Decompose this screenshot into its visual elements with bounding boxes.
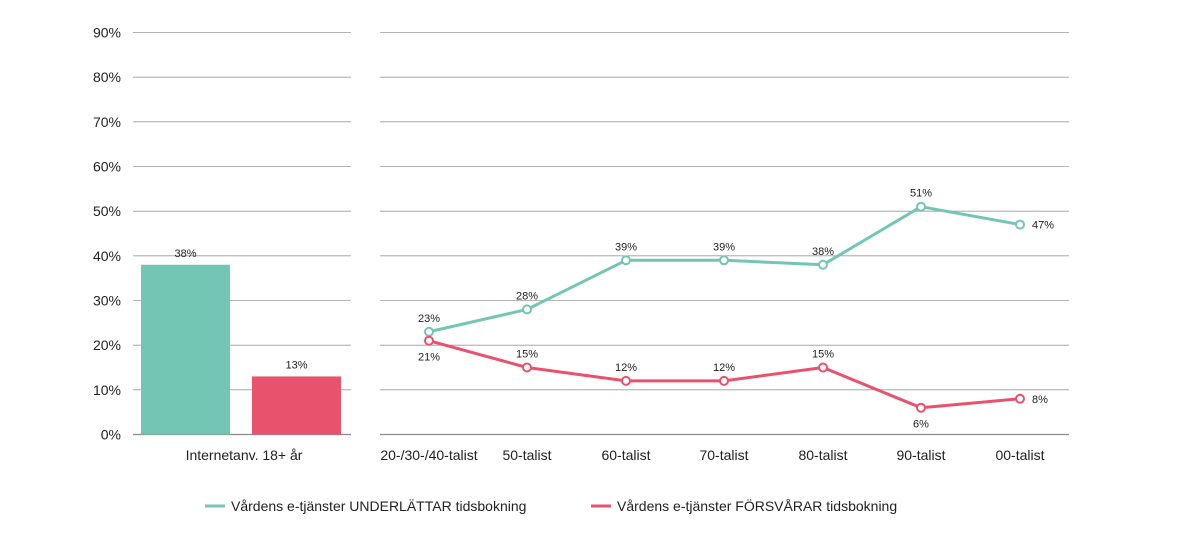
data-point — [522, 304, 532, 315]
y-axis-ticks: 0% 10% 20% 30% 40% 50% 60% 70% 80% 90% — [93, 25, 121, 443]
x-category-label: 00-talist — [995, 447, 1044, 463]
y-tick-label: 60% — [93, 159, 121, 175]
y-tick-label: 80% — [93, 69, 121, 85]
y-tick-label: 70% — [93, 114, 121, 130]
point-data-label: 38% — [812, 246, 834, 258]
data-point — [916, 201, 926, 212]
point-data-label: 51% — [910, 188, 932, 200]
point-data-label: 8% — [1032, 394, 1048, 406]
data-point — [719, 375, 729, 386]
point-data-label: 23% — [418, 313, 440, 325]
data-point — [1015, 219, 1025, 230]
data-point — [818, 259, 828, 270]
data-point — [424, 335, 434, 346]
point-data-label: 12% — [615, 362, 637, 374]
bar-data-label: 38% — [174, 248, 196, 260]
point-data-label: 15% — [516, 349, 538, 361]
data-point — [818, 362, 828, 373]
y-tick-label: 10% — [93, 382, 121, 398]
series-line — [428, 205, 1021, 334]
data-point — [424, 326, 434, 337]
bar-category-label: Internetanv. 18+ år — [186, 447, 303, 463]
point-data-label: 6% — [913, 419, 929, 431]
bar-data-label: 13% — [285, 359, 307, 371]
point-data-label: 21% — [418, 352, 440, 364]
y-tick-label: 20% — [93, 337, 121, 353]
point-data-label: 15% — [812, 349, 834, 361]
legend: Vårdens e-tjänster UNDERLÄTTAR tidsbokni… — [205, 497, 897, 514]
bar-panel: 38% 13% — [141, 248, 341, 435]
bar — [141, 264, 230, 435]
y-tick-label: 0% — [101, 427, 121, 443]
point-data-label: 28% — [516, 290, 538, 302]
line-panel: 23% 28% 39% 39% 38% 51% 47% 21% 15% 12% 12% 15% 6% 8% — [418, 188, 1054, 431]
data-point — [916, 402, 926, 413]
x-category-label: 80-talist — [798, 447, 847, 463]
y-tick-label: 40% — [93, 248, 121, 264]
legend-label: Vårdens e-tjänster FÖRSVÅRAR tidsbokning — [617, 497, 897, 514]
y-tick-label: 30% — [93, 293, 121, 309]
x-category-label: 20-/30-/40-talist — [380, 447, 477, 463]
data-point — [522, 362, 532, 373]
data-point — [719, 255, 729, 266]
gridlines — [133, 32, 1069, 436]
x-category-label: 50-talist — [502, 447, 551, 463]
point-data-label: 47% — [1032, 220, 1054, 232]
legend-label: Vårdens e-tjänster UNDERLÄTTAR tidsbokni… — [231, 498, 526, 514]
x-category-label: 70-talist — [699, 447, 748, 463]
y-tick-label: 90% — [93, 25, 121, 41]
bar — [252, 376, 341, 435]
point-data-label: 12% — [713, 362, 735, 374]
data-point — [1015, 393, 1025, 404]
data-point — [621, 375, 631, 386]
point-data-label: 39% — [615, 241, 637, 253]
x-category-label: 90-talist — [896, 447, 945, 463]
point-data-label: 39% — [713, 241, 735, 253]
y-tick-label: 50% — [93, 203, 121, 219]
x-axis-categories: Internetanv. 18+ år 20-/30-/40-talist 50-t… — [186, 447, 1045, 463]
data-point — [621, 255, 631, 266]
x-category-label: 60-talist — [601, 447, 650, 463]
